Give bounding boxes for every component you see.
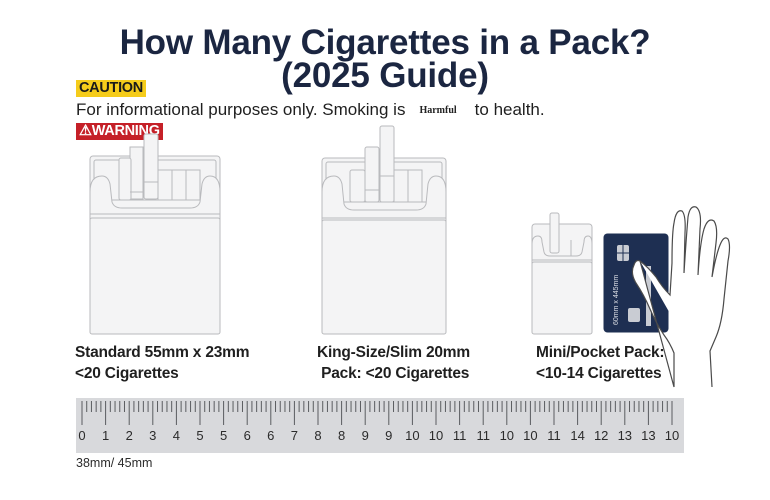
warning-badge: ⚠WARNING — [76, 123, 163, 140]
info-text-after: to health. — [474, 100, 545, 119]
ruler-label: 11 — [452, 428, 467, 443]
pack-label-king-size: King-Size/Slim 20mm Pack: <20 Cigarettes — [317, 342, 470, 384]
king-size-pack-icon — [321, 125, 447, 335]
ruler-label: 1 — [101, 428, 110, 443]
info-disclaimer: For informational purposes only. Smoking… — [76, 100, 545, 121]
ruler-label: 13 — [617, 428, 633, 443]
ruler-label: 2 — [125, 428, 133, 443]
ruler-label: 13 — [641, 428, 656, 443]
ruler-ticks — [81, 401, 673, 425]
ruler-label: 11 — [476, 428, 490, 443]
pack-label-king-size-line2: Pack: <20 Cigarettes — [317, 365, 470, 382]
ruler-label: 9 — [361, 428, 369, 443]
info-text-before: For informational purposes only. Smoking… — [76, 100, 406, 119]
caution-badge: CAUTION — [76, 80, 146, 97]
standard-pack-icon — [89, 133, 221, 335]
ruler-label: 4 — [172, 428, 181, 443]
pack-label-standard-line1: Standard 55mm x 23mm — [75, 344, 250, 361]
harmful-highlight: Harmful — [419, 105, 457, 116]
hand-outline-icon — [631, 206, 731, 388]
scale-note: 38mm/ 45mm — [76, 456, 153, 470]
ruler-label: 10 — [405, 428, 420, 443]
pack-label-mini-line1: Mini/Pocket Pack: — [536, 344, 665, 361]
ruler-label: 10 — [664, 428, 680, 443]
ruler: 0 1 2 3 4 5 5 6 6 7 8 8 9 9 10 10 11 11 10 10 11 14 12 13 13 10 — [76, 398, 684, 453]
ruler-label: 9 — [385, 428, 393, 443]
pack-label-standard-line2: <20 Cigarettes — [75, 365, 179, 382]
page-title-line1: How Many Cigarettes in a Pack? — [119, 23, 651, 62]
page-title-line2: (2025 Guide) — [281, 56, 489, 95]
ruler-label: 10 — [499, 428, 515, 443]
ruler-label: 7 — [290, 428, 299, 443]
ruler-label: 5 — [196, 428, 204, 443]
ruler-label: 14 — [570, 428, 585, 443]
pack-label-mini: Mini/Pocket Pack: <10-14 Cigarettes — [536, 342, 665, 384]
ruler-label: 8 — [314, 428, 322, 443]
ruler-label: 5 — [219, 428, 228, 443]
mini-pack-icon — [531, 212, 593, 335]
ruler-label: 6 — [243, 428, 251, 443]
ruler-label: 10 — [428, 428, 444, 443]
pack-label-standard: Standard 55mm x 23mm <20 Cigarettes — [75, 342, 250, 384]
card-dimension-text: 60mm x 445mm — [613, 275, 620, 325]
ruler-label: 11 — [547, 428, 561, 443]
pack-label-king-size-line1: King-Size/Slim 20mm — [317, 344, 470, 361]
ruler-label: 6 — [267, 428, 275, 443]
pack-label-mini-line2: <10-14 Cigarettes — [536, 365, 662, 382]
ruler-label: 0 — [78, 428, 86, 443]
ruler-label: 8 — [337, 428, 346, 443]
ruler-label: 3 — [149, 428, 157, 443]
ruler-label: 10 — [523, 428, 538, 443]
ruler-label: 12 — [593, 428, 609, 443]
